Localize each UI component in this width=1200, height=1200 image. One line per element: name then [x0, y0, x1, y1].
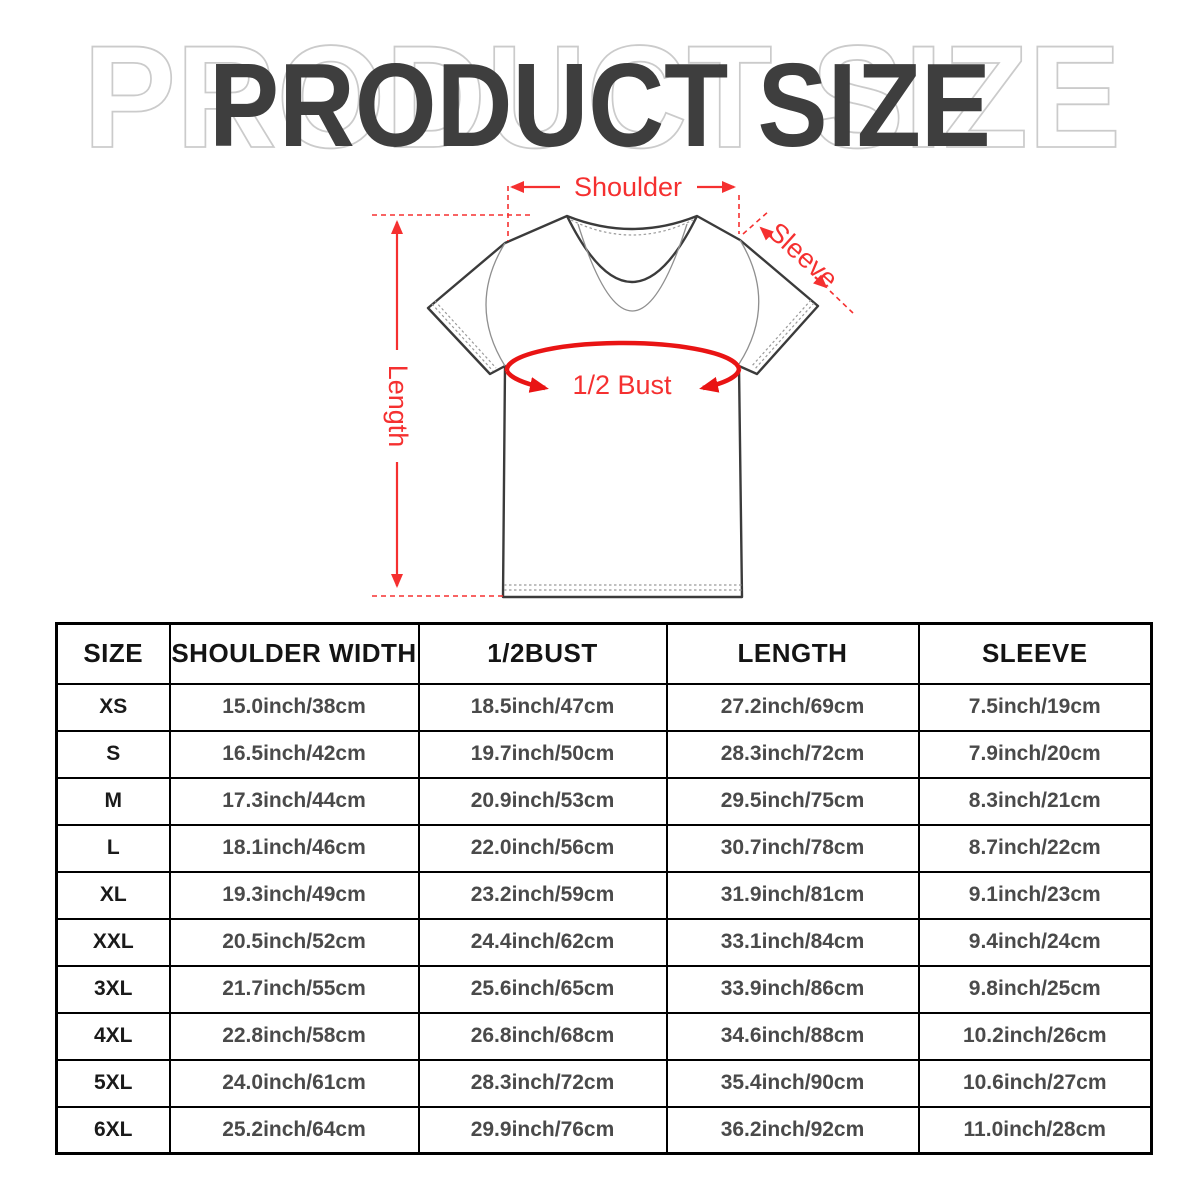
- sleeve-arrow-top: [759, 226, 774, 241]
- measurement-cell: 29.5inch/75cm: [665, 776, 920, 826]
- measurement-cell: 36.2inch/92cm: [665, 1105, 920, 1155]
- measurement-cell: 10.6inch/27cm: [917, 1058, 1153, 1108]
- table-row: S 16.5inch/42cm 19.7inch/50cm 28.3inch/72cm…: [55, 729, 1153, 779]
- measurement-cell: 24.0inch/61cm: [168, 1058, 420, 1108]
- size-cell: 6XL: [55, 1105, 171, 1155]
- size-cell: 4XL: [55, 1011, 171, 1061]
- header-size: SIZE: [55, 622, 171, 685]
- sleeve-end-dash: [829, 290, 854, 314]
- measurement-cell: 18.5inch/47cm: [417, 682, 668, 732]
- measurement-cell: 34.6inch/88cm: [665, 1011, 920, 1061]
- measurement-cell: 19.3inch/49cm: [168, 870, 420, 920]
- bust-ellipse-top: [504, 340, 742, 372]
- measurement-cell: 8.3inch/21cm: [917, 776, 1153, 826]
- size-cell: XL: [55, 870, 171, 920]
- measurement-cell: 16.5inch/42cm: [168, 729, 420, 779]
- size-cell: L: [55, 823, 171, 873]
- header-half-bust: 1/2BUST: [417, 622, 668, 685]
- bust-label: 1/2 Bust: [572, 370, 672, 400]
- measurement-cell: 28.3inch/72cm: [417, 1058, 668, 1108]
- back-collar-stitch: [570, 219, 694, 236]
- size-cell: S: [55, 729, 171, 779]
- table-row: M 17.3inch/44cm 20.9inch/53cm 29.5inch/75cm…: [55, 776, 1153, 826]
- measurement-cell: 19.7inch/50cm: [417, 729, 668, 779]
- measurement-cell: 29.9inch/76cm: [417, 1105, 668, 1155]
- measurement-cell: 25.2inch/64cm: [168, 1105, 420, 1155]
- size-cell: M: [55, 776, 171, 826]
- header-length: LENGTH: [665, 622, 920, 685]
- measurement-cell: 20.5inch/52cm: [168, 917, 420, 967]
- table-row: 6XL 25.2inch/64cm 29.9inch/76cm 36.2inch/92…: [55, 1105, 1153, 1155]
- collar-band-outer: [565, 215, 699, 284]
- bust-arrow-right: [699, 368, 742, 393]
- size-table-header: SIZE SHOULDER WIDTH 1/2BUST LENGTH SLEEV…: [55, 622, 1153, 685]
- size-table-body: XS 15.0inch/38cm 18.5inch/47cm 27.2inch/69c…: [55, 682, 1153, 1155]
- measurement-cell: 7.5inch/19cm: [917, 682, 1153, 732]
- shoulder-label: Shoulder: [574, 172, 682, 202]
- size-diagram: PRODUCT SIZE PRODUCT SIZE Shoulder: [82, 14, 1122, 599]
- measurement-cell: 25.6inch/65cm: [417, 964, 668, 1014]
- measurement-cell: 11.0inch/28cm: [917, 1105, 1153, 1155]
- size-cell: 5XL: [55, 1058, 171, 1108]
- table-row: XS 15.0inch/38cm 18.5inch/47cm 27.2inch/69c…: [55, 682, 1153, 732]
- measurement-cell: 31.9inch/81cm: [665, 870, 920, 920]
- left-armhole-seam: [485, 242, 506, 367]
- tshirt-outline: [426, 214, 820, 599]
- table-row: XL 19.3inch/49cm 23.2inch/59cm 31.9inch/81c…: [55, 870, 1153, 920]
- measurement-cell: 9.1inch/23cm: [917, 870, 1153, 920]
- measurement-cell: 22.8inch/58cm: [168, 1011, 420, 1061]
- measurement-cell: 23.2inch/59cm: [417, 870, 668, 920]
- measurement-cell: 22.0inch/56cm: [417, 823, 668, 873]
- table-row: 5XL 24.0inch/61cm 28.3inch/72cm 35.4inch/90…: [55, 1058, 1153, 1108]
- measurement-cell: 24.4inch/62cm: [417, 917, 668, 967]
- collar-band-inner: [577, 223, 688, 312]
- length-label: Length: [383, 365, 413, 448]
- measurement-cell: 10.2inch/26cm: [917, 1011, 1153, 1061]
- left-sleeve-stitch: [431, 300, 497, 372]
- size-cell: 3XL: [55, 964, 171, 1014]
- measurement-cell: 33.9inch/86cm: [665, 964, 920, 1014]
- measurement-cell: 26.8inch/68cm: [417, 1011, 668, 1061]
- header-sleeve: SLEEVE: [917, 622, 1153, 685]
- size-cell: XS: [55, 682, 171, 732]
- measurement-cell: 28.3inch/72cm: [665, 729, 920, 779]
- tshirt-illustration: [426, 214, 820, 599]
- measurement-cell: 27.2inch/69cm: [665, 682, 920, 732]
- size-cell: XXL: [55, 917, 171, 967]
- size-table: SIZE SHOULDER WIDTH 1/2BUST LENGTH SLEEV…: [55, 622, 1153, 1155]
- table-row: XXL 20.5inch/52cm 24.4inch/62cm 33.1inch/84…: [55, 917, 1153, 967]
- measurement-cell: 18.1inch/46cm: [168, 823, 420, 873]
- watermark-title: PRODUCT SIZE: [83, 15, 1121, 178]
- sleeve-top-dash: [742, 210, 770, 235]
- measurement-cell: 9.8inch/25cm: [917, 964, 1153, 1014]
- measurement-cell: 17.3inch/44cm: [168, 776, 420, 826]
- header-row: SIZE SHOULDER WIDTH 1/2BUST LENGTH SLEEV…: [55, 622, 1153, 685]
- table-row: L 18.1inch/46cm 22.0inch/56cm 30.7inch/78cm…: [55, 823, 1153, 873]
- measurement-cell: 7.9inch/20cm: [917, 729, 1153, 779]
- table-row: 4XL 22.8inch/58cm 26.8inch/68cm 34.6inch/88…: [55, 1011, 1153, 1061]
- measurement-cell: 21.7inch/55cm: [168, 964, 420, 1014]
- right-armhole-seam: [738, 239, 760, 365]
- measurement-cell: 15.0inch/38cm: [168, 682, 420, 732]
- title-block: PRODUCT SIZE PRODUCT SIZE: [82, 14, 1122, 179]
- sleeve-arrow-bottom: [813, 274, 828, 289]
- measurement-cell: 30.7inch/78cm: [665, 823, 920, 873]
- table-row: 3XL 21.7inch/55cm 25.6inch/65cm 33.9inch/86…: [55, 964, 1153, 1014]
- measurement-cell: 35.4inch/90cm: [665, 1058, 920, 1108]
- measurement-cell: 8.7inch/22cm: [917, 823, 1153, 873]
- measurement-cell: 20.9inch/53cm: [417, 776, 668, 826]
- measurement-cell: 9.4inch/24cm: [917, 917, 1153, 967]
- bust-arrow-left: [504, 369, 549, 393]
- header-shoulder-width: SHOULDER WIDTH: [168, 622, 420, 685]
- page-title: PRODUCT SIZE: [209, 39, 991, 172]
- measurement-cell: 33.1inch/84cm: [665, 917, 920, 967]
